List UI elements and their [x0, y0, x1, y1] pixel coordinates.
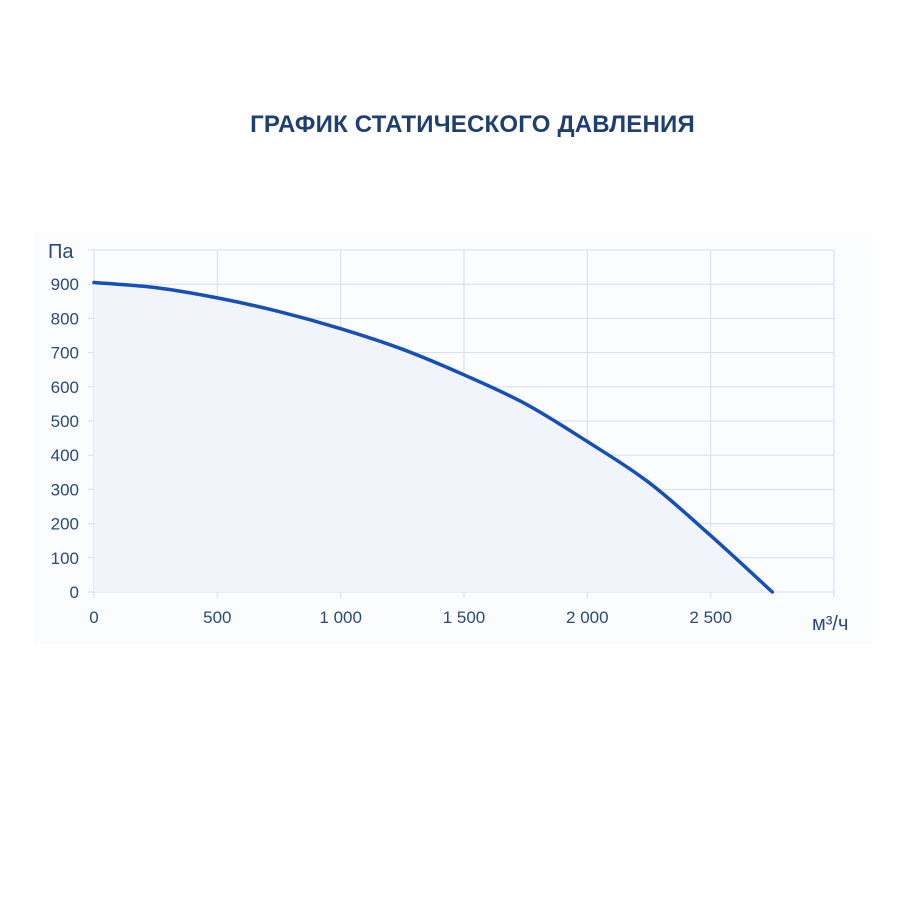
x-tick-label: 1 500 [443, 608, 486, 627]
x-axis-label: м³/ч [812, 613, 848, 635]
y-tick-label: 700 [51, 344, 79, 363]
y-tick-label: 400 [51, 446, 79, 465]
chart-title: ГРАФИК СТАТИЧЕСКОГО ДАВЛЕНИЯ [250, 111, 695, 138]
x-tick-label: 2 000 [566, 608, 609, 627]
y-tick-label: 600 [51, 378, 79, 397]
y-axis-ticks: 0 100 200 300 400 500 600 700 800 900 [51, 275, 79, 602]
y-tick-label: 0 [70, 583, 79, 602]
x-axis-ticks: 0 500 1 000 1 500 2 000 2 500 [89, 608, 732, 627]
y-axis-label: Па [48, 241, 74, 263]
x-tick-label: 500 [203, 608, 231, 627]
area-layer [94, 282, 773, 592]
x-tick-label: 2 500 [689, 608, 732, 627]
x-tick-label: 1 000 [319, 608, 362, 627]
y-tick-label: 300 [51, 480, 79, 499]
y-tick-label: 900 [51, 275, 79, 294]
y-tick-label: 800 [51, 309, 79, 328]
y-tick-label: 100 [51, 549, 79, 568]
y-tick-label: 500 [51, 412, 79, 431]
pressure-curve [92, 280, 775, 594]
x-tick-label: 0 [89, 608, 98, 627]
pressure-area [94, 282, 773, 592]
line-layer [92, 280, 775, 594]
y-tick-label: 200 [51, 515, 79, 534]
